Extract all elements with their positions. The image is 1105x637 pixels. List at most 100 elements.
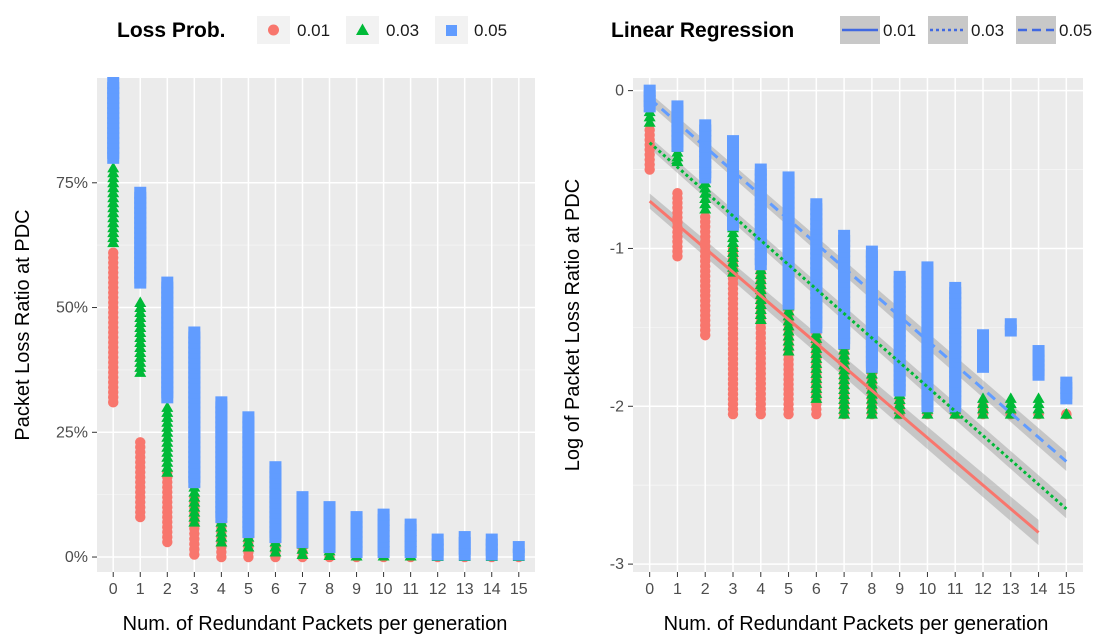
point-square-0.05	[754, 163, 767, 176]
point-triangle-0.03	[1032, 397, 1045, 409]
y-tick-label: -1	[610, 240, 624, 257]
left-y-axis-title: Packet Loss Ratio at PDC	[12, 209, 34, 440]
legend-regression-label-2: 0.03	[971, 21, 1004, 40]
point-circle-0.01	[135, 437, 146, 448]
point-square-0.05	[404, 518, 417, 531]
legend-loss-label-3: 0.05	[474, 21, 507, 40]
point-square-0.05	[865, 245, 878, 258]
point-circle-0.01	[644, 124, 655, 136]
point-square-0.05	[671, 100, 684, 113]
point-triangle-0.03	[1060, 408, 1073, 419]
point-square-0.05	[485, 533, 498, 546]
point-triangle-0.03	[1004, 397, 1017, 409]
legend-triangle-icon	[356, 23, 369, 35]
point-triangle-0.03	[296, 543, 309, 554]
x-tick-label: 5	[244, 581, 253, 598]
x-tick-label: 0	[109, 581, 118, 598]
points-layer	[107, 76, 525, 563]
point-square-0.05	[512, 541, 525, 554]
y-tick-label: -3	[610, 556, 624, 573]
x-tick-label: 7	[840, 581, 849, 598]
regression-line-0.03	[648, 141, 1068, 510]
legend-loss-prob: Loss Prob. 0.01 0.03 0.05	[117, 16, 507, 44]
point-circle-0.01	[700, 211, 711, 223]
point-circle-0.01	[108, 247, 119, 258]
point-square-0.05	[949, 281, 962, 294]
point-square-0.05	[296, 491, 309, 504]
y-tick-label: 0	[615, 83, 624, 100]
point-square-0.05	[215, 396, 228, 409]
right-chart-panel: 0-1-2-30 1 2 3 4 5 6 7 8 9 10 11 12 13 14 15	[610, 78, 1083, 598]
point-square-0.05	[323, 501, 336, 514]
right-y-axis-title: Log of Packet Loss Ratio at PDC	[562, 179, 584, 471]
y-tick-label: 0%	[65, 549, 88, 566]
point-square-0.05	[377, 508, 390, 521]
legend-regression-label-3: 0.05	[1059, 21, 1092, 40]
x-tick-label: 6	[812, 581, 821, 598]
point-square-0.05	[727, 135, 739, 148]
x-tick-label: 15	[1057, 581, 1075, 598]
x-tick-label: 5	[784, 581, 793, 598]
left-x-axis-title: Num. of Redundant Packets per generation	[123, 613, 508, 635]
point-triangle-0.03	[977, 397, 989, 409]
x-tick-label: 0	[645, 581, 654, 598]
x-tick-label: 4	[756, 581, 765, 598]
point-square-0.05	[188, 326, 201, 339]
legend-regression-title: Linear Regression	[611, 19, 794, 42]
x-tick-label: 14	[483, 581, 501, 598]
point-square-0.05	[269, 461, 282, 474]
x-tick-label: 4	[217, 581, 226, 598]
point-triangle-0.03	[134, 296, 147, 308]
point-square-0.05	[134, 186, 147, 199]
point-triangle-0.03	[1032, 408, 1045, 419]
legend-linear-regression: Linear Regression 0.01 0.03 0.05	[611, 16, 1092, 44]
point-circle-0.01	[672, 188, 683, 199]
point-square-0.05	[1004, 318, 1017, 331]
point-triangle-0.03	[107, 161, 120, 173]
x-tick-label: 1	[673, 581, 682, 598]
legend-loss-label-2: 0.03	[386, 21, 419, 40]
legend-circle-icon	[268, 24, 279, 36]
point-square-0.05	[782, 171, 795, 184]
regression-line-0.05	[648, 97, 1068, 463]
points-layer	[643, 84, 1073, 420]
y-tick-label: -2	[610, 398, 624, 415]
point-triangle-0.03	[699, 192, 712, 203]
x-tick-label: 8	[325, 581, 334, 598]
x-tick-label: 2	[701, 581, 710, 598]
point-square-0.05	[458, 531, 471, 544]
point-triangle-0.03	[643, 110, 656, 122]
legend-regression-label-1: 0.01	[883, 21, 916, 40]
x-tick-label: 12	[974, 581, 992, 598]
x-tick-label: 15	[510, 581, 528, 598]
x-tick-label: 13	[1002, 581, 1020, 598]
point-square-0.05	[838, 229, 851, 242]
point-square-0.05	[107, 76, 120, 89]
x-tick-label: 9	[895, 581, 904, 598]
point-square-0.05	[699, 119, 712, 132]
point-square-0.05	[350, 511, 363, 524]
x-tick-label: 6	[271, 581, 280, 598]
point-triangle-0.03	[977, 402, 989, 414]
x-tick-label: 11	[947, 581, 964, 598]
x-tick-label: 2	[163, 581, 172, 598]
x-tick-label: 13	[456, 581, 474, 598]
regression-line-0.01	[648, 199, 1040, 534]
point-triangle-0.03	[977, 392, 989, 403]
x-tick-label: 9	[352, 581, 361, 598]
x-tick-label: 3	[729, 581, 738, 598]
point-square-0.05	[1060, 376, 1073, 389]
point-square-0.05	[161, 276, 174, 289]
x-tick-label: 1	[136, 581, 145, 598]
point-triangle-0.03	[977, 408, 989, 419]
point-triangle-0.03	[161, 401, 174, 412]
x-tick-label: 3	[190, 581, 199, 598]
point-square-0.05	[810, 198, 823, 211]
right-x-axis-title: Num. of Redundant Packets per generation	[664, 613, 1049, 635]
x-tick-label: 10	[919, 581, 937, 598]
point-triangle-0.03	[296, 548, 309, 560]
point-triangle-0.03	[1032, 402, 1045, 414]
point-triangle-0.03	[1032, 392, 1045, 403]
point-triangle-0.03	[699, 197, 712, 209]
